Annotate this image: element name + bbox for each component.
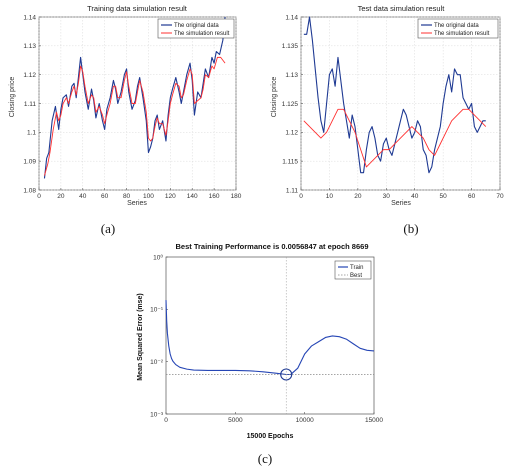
x-tick-label: 120 bbox=[165, 193, 176, 200]
chart-c-performance: Best Training Performance is 0.0056847 a… bbox=[137, 242, 383, 440]
chart-c-plot-area bbox=[165, 256, 375, 415]
series-line-train bbox=[165, 300, 375, 376]
chart-b-series bbox=[303, 16, 487, 174]
y-tick-label: 1.1 bbox=[27, 130, 36, 137]
y-tick-label: 10⁰ bbox=[153, 253, 163, 261]
chart-b-xticks: 0 10 20 30 40 50 60 70 bbox=[299, 188, 504, 200]
y-tick-label: 1.14 bbox=[285, 14, 298, 21]
chart-b-legend-original: The original data bbox=[434, 23, 479, 29]
x-tick-label: 15000 bbox=[365, 417, 383, 424]
chart-b-xlabel: Series bbox=[391, 200, 411, 207]
chart-a-legend-original: The original data bbox=[174, 23, 219, 29]
chart-a-legend: The original data The simulation result bbox=[157, 18, 235, 39]
y-tick-label: 1.125 bbox=[282, 101, 299, 108]
caption-b: (b) bbox=[403, 221, 418, 236]
chart-c-legend-box bbox=[334, 260, 372, 280]
chart-c-ylabel: Mean Squared Error (mse) bbox=[137, 293, 144, 381]
x-tick-label: 30 bbox=[383, 193, 391, 200]
x-tick-label: 160 bbox=[209, 193, 220, 200]
x-tick-label: 0 bbox=[164, 417, 168, 424]
chart-b-legend-box bbox=[417, 18, 499, 39]
x-tick-label: 10000 bbox=[296, 417, 314, 424]
chart-c-legend-train: Train bbox=[350, 265, 363, 271]
chart-c-title: Best Training Performance is 0.0056847 a… bbox=[175, 242, 368, 251]
chart-a-plot-area bbox=[38, 16, 237, 191]
y-tick-label: 1.11 bbox=[286, 187, 299, 194]
chart-b-legend-simulation: The simulation result bbox=[434, 31, 490, 37]
x-tick-label: 180 bbox=[231, 193, 242, 200]
chart-c-legend-best: Best bbox=[350, 273, 362, 279]
chart-a-xticks: 0 20 40 60 80 100 120 140 160 180 bbox=[37, 188, 242, 200]
y-tick-label: 1.12 bbox=[285, 130, 298, 137]
chart-a-training: Training data simulation result Series C… bbox=[9, 4, 242, 207]
y-tick-label: 10⁻¹ bbox=[150, 307, 164, 314]
series-line-the-simulation-result bbox=[303, 108, 487, 168]
caption-c: (c) bbox=[258, 451, 272, 466]
x-tick-label: 80 bbox=[123, 193, 131, 200]
y-tick-label: 1.09 bbox=[23, 158, 36, 165]
y-tick-label: 1.135 bbox=[282, 43, 299, 50]
chart-b-title: Test data simulation result bbox=[358, 4, 446, 13]
x-tick-label: 60 bbox=[468, 193, 476, 200]
x-tick-label: 0 bbox=[299, 193, 303, 200]
chart-a-legend-simulation: The simulation result bbox=[174, 31, 230, 37]
x-tick-label: 40 bbox=[411, 193, 419, 200]
y-tick-label: 10⁻² bbox=[150, 359, 164, 366]
x-tick-label: 20 bbox=[354, 193, 362, 200]
y-tick-label: 1.13 bbox=[285, 72, 298, 79]
y-tick-label: 1.11 bbox=[24, 101, 37, 108]
x-tick-label: 140 bbox=[187, 193, 198, 200]
chart-a-ylabel: Closing price bbox=[9, 77, 16, 118]
chart-b-legend: The original data The simulation result bbox=[417, 18, 499, 39]
best-point-marker bbox=[280, 368, 293, 381]
x-tick-label: 5000 bbox=[228, 417, 243, 424]
y-tick-label: 1.115 bbox=[282, 158, 298, 165]
x-tick-label: 10 bbox=[326, 193, 334, 200]
chart-c-xlabel: 15000 Epochs bbox=[247, 433, 294, 440]
y-tick-label: 1.08 bbox=[23, 187, 36, 194]
y-tick-label: 10⁻³ bbox=[150, 411, 164, 418]
chart-b-test: Test data simulation result Series Closi… bbox=[271, 4, 504, 207]
chart-c-legend: Train Best bbox=[334, 260, 372, 280]
y-tick-label: 1.14 bbox=[23, 14, 36, 21]
chart-c-xticks: 0 5000 10000 15000 bbox=[164, 412, 383, 424]
y-tick-label: 1.13 bbox=[23, 43, 36, 50]
x-tick-label: 20 bbox=[57, 193, 65, 200]
x-tick-label: 70 bbox=[496, 193, 504, 200]
chart-c-series bbox=[165, 257, 375, 414]
chart-a-legend-box bbox=[157, 18, 235, 39]
chart-c-yticks: 10⁻³ 10⁻² 10⁻¹ 10⁰ bbox=[150, 253, 168, 418]
y-tick-label: 1.12 bbox=[23, 72, 36, 79]
x-tick-label: 60 bbox=[101, 193, 109, 200]
series-line-the-simulation-result bbox=[44, 56, 226, 176]
chart-a-yticks: 1.08 1.09 1.1 1.11 1.12 1.13 1.14 bbox=[23, 14, 41, 194]
x-tick-label: 0 bbox=[37, 193, 41, 200]
chart-b-yticks: 1.11 1.115 1.12 1.125 1.13 1.135 1.14 bbox=[282, 14, 303, 194]
x-tick-label: 50 bbox=[440, 193, 448, 200]
chart-b-ylabel: Closing price bbox=[271, 77, 278, 118]
chart-a-xlabel: Series bbox=[127, 200, 147, 207]
x-tick-label: 100 bbox=[143, 193, 154, 200]
chart-a-series bbox=[43, 16, 226, 179]
x-tick-label: 40 bbox=[79, 193, 87, 200]
chart-a-title: Training data simulation result bbox=[87, 4, 188, 13]
caption-a: (a) bbox=[101, 221, 115, 236]
